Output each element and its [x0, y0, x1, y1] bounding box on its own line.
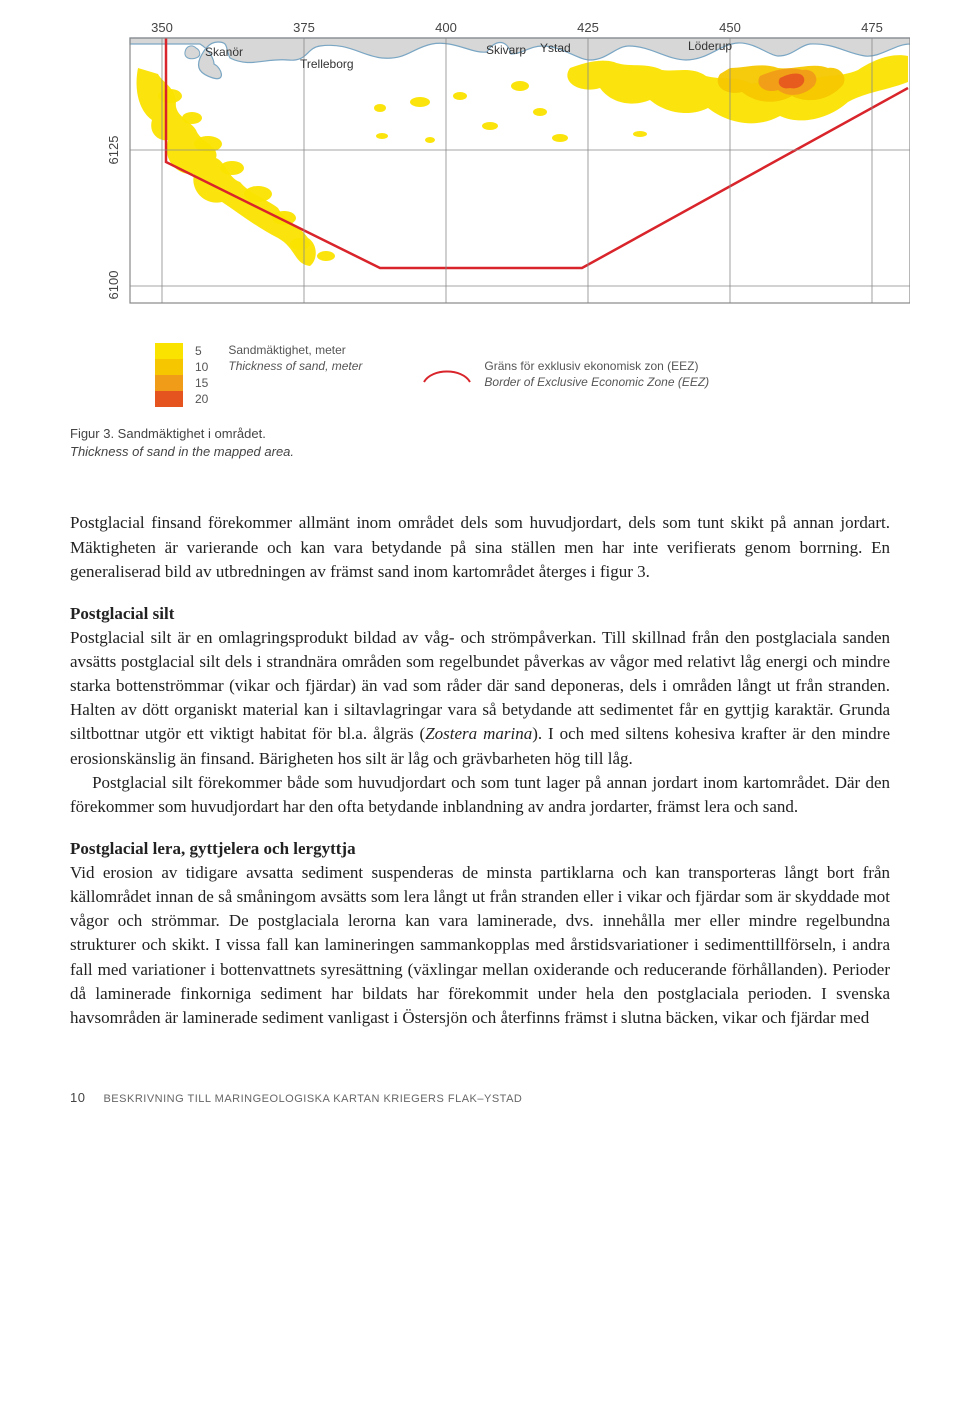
- silt-section: Postglacial silt Postglacial silt är en …: [70, 602, 890, 819]
- legend-level-label: 15: [195, 375, 208, 391]
- eez-line-icon: [422, 364, 472, 386]
- paragraph: Vid erosion av tidigare avsatta sediment…: [70, 861, 890, 1030]
- caption-line-sv: Figur 3. Sandmäktighet i området.: [70, 425, 890, 443]
- eez-legend-sv: Gräns för exklusiv ekonomisk zon (EEZ): [484, 359, 709, 375]
- footer-title: BESKRIVNING TILL MARINGEOLOGISKA KARTAN …: [103, 1093, 522, 1105]
- legend-swatch-20: [155, 391, 183, 407]
- y-tick: 6125: [106, 136, 121, 165]
- legend-swatch-10: [155, 359, 183, 375]
- eez-legend-en: Border of Exclusive Economic Zone (EEZ): [484, 375, 709, 391]
- paragraph: Postglacial finsand förekommer allmänt i…: [70, 511, 890, 583]
- y-tick: 6100: [106, 271, 121, 300]
- legend-level-label: 10: [195, 359, 208, 375]
- legend-title-sv: Sandmäktighet, meter: [228, 343, 362, 359]
- section-heading: Postglacial silt: [70, 602, 890, 626]
- legend-title-en: Thickness of sand, meter: [228, 359, 362, 375]
- figure-caption: Figur 3. Sandmäktighet i området. Thickn…: [70, 425, 890, 461]
- x-tick: 450: [719, 20, 741, 35]
- x-tick: 375: [293, 20, 315, 35]
- map-figure: 350 375 400 425 450 475 6125 6100: [70, 20, 890, 461]
- place-label: Skanör: [205, 45, 243, 59]
- x-axis-labels: 350 375 400 425 450 475: [151, 20, 883, 35]
- eez-legend: Gräns för exklusiv ekonomisk zon (EEZ) B…: [422, 343, 709, 407]
- legend-level-label: 20: [195, 391, 208, 407]
- legend-level-label: 5: [195, 343, 208, 359]
- legend-swatch-15: [155, 375, 183, 391]
- intro-section: Postglacial finsand förekommer allmänt i…: [70, 511, 890, 583]
- place-label: Skivarp: [486, 43, 526, 57]
- page-number: 10: [70, 1090, 85, 1105]
- map-legend: 5 10 15 20 Sandmäktighet, meter Thicknes…: [155, 343, 890, 407]
- map-svg: 350 375 400 425 450 475 6125 6100: [100, 20, 890, 325]
- page-footer: 10 BESKRIVNING TILL MARINGEOLOGISKA KART…: [70, 1090, 890, 1105]
- x-tick: 400: [435, 20, 457, 35]
- x-tick: 475: [861, 20, 883, 35]
- place-label: Ystad: [540, 41, 571, 55]
- place-label: Löderup: [688, 39, 732, 53]
- paragraph: Postglacial silt förekommer både som huv…: [70, 771, 890, 819]
- legend-swatch-5: [155, 343, 183, 359]
- thickness-legend: 5 10 15 20 Sandmäktighet, meter Thicknes…: [155, 343, 362, 407]
- clay-section: Postglacial lera, gyttjelera och lergytt…: [70, 837, 890, 1030]
- x-tick: 350: [151, 20, 173, 35]
- section-heading: Postglacial lera, gyttjelera och lergytt…: [70, 837, 890, 861]
- x-tick: 425: [577, 20, 599, 35]
- place-label: Trelleborg: [300, 57, 354, 71]
- body-text: Postglacial finsand förekommer allmänt i…: [70, 511, 890, 1030]
- paragraph: Postglacial silt är en omlagringsprodukt…: [70, 626, 890, 771]
- caption-line-en: Thickness of sand in the mapped area.: [70, 443, 890, 461]
- y-axis-labels: 6125 6100: [106, 136, 121, 300]
- species-name: Zostera marina: [425, 724, 532, 743]
